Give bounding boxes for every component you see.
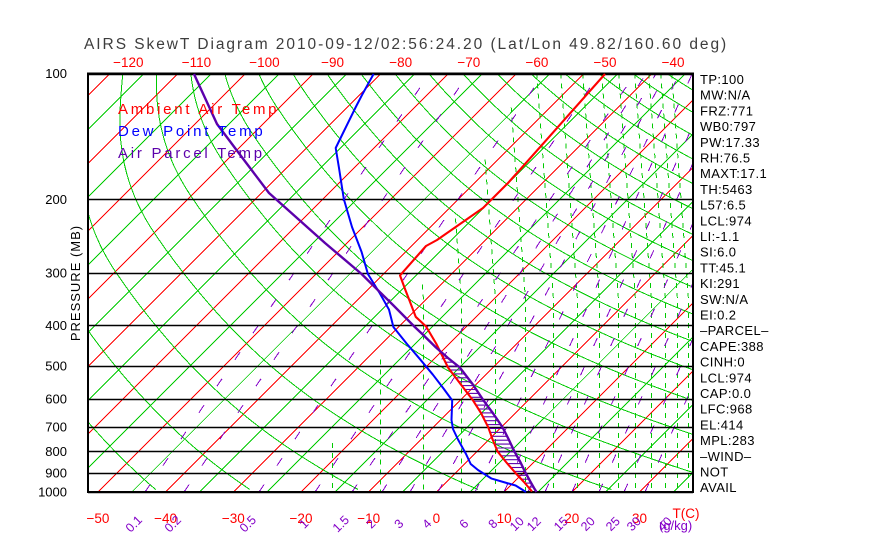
svg-text:0: 0 <box>433 511 441 526</box>
svg-text:LCL:974: LCL:974 <box>700 370 752 385</box>
svg-text:TP:100: TP:100 <box>700 72 744 87</box>
svg-text:300: 300 <box>45 266 67 281</box>
svg-text:30: 30 <box>632 511 647 526</box>
svg-text:800: 800 <box>45 444 67 459</box>
svg-text:CAP:0.0: CAP:0.0 <box>700 386 751 401</box>
svg-text:(g/kg): (g/kg) <box>659 518 692 533</box>
svg-text:100: 100 <box>45 66 67 81</box>
svg-text:−10: −10 <box>357 511 380 526</box>
svg-text:−50: −50 <box>86 511 109 526</box>
svg-text:−50: −50 <box>594 55 617 70</box>
svg-text:−20: −20 <box>290 511 313 526</box>
svg-text:10: 10 <box>497 511 512 526</box>
svg-text:CINH:0: CINH:0 <box>700 355 745 370</box>
svg-text:EL:414: EL:414 <box>700 417 744 432</box>
svg-text:AIRS SkewT Diagram 2010-09-12/: AIRS SkewT Diagram 2010-09-12/02:56:24.2… <box>84 36 728 53</box>
svg-text:KI:291: KI:291 <box>700 276 740 291</box>
svg-text:PRESSURE (MB): PRESSURE (MB) <box>68 225 83 341</box>
svg-text:Air Parcel Temp: Air Parcel Temp <box>118 145 265 162</box>
svg-text:1000: 1000 <box>38 485 67 500</box>
svg-text:−100: −100 <box>249 55 279 70</box>
svg-text:200: 200 <box>45 192 67 207</box>
svg-text:AVAIL: AVAIL <box>700 480 737 495</box>
svg-text:Ambient Air Temp: Ambient Air Temp <box>118 101 279 118</box>
svg-text:500: 500 <box>45 359 67 374</box>
svg-text:900: 900 <box>45 465 67 480</box>
svg-text:−40: −40 <box>154 511 177 526</box>
svg-text:CAPE:388: CAPE:388 <box>700 339 764 354</box>
svg-text:SI:6.0: SI:6.0 <box>700 245 736 260</box>
svg-text:LI:-1.1: LI:-1.1 <box>700 229 740 244</box>
svg-text:−110: −110 <box>182 55 211 70</box>
svg-text:600: 600 <box>45 392 67 407</box>
svg-text:–WIND–: –WIND– <box>700 449 752 464</box>
svg-text:−90: −90 <box>321 55 344 70</box>
svg-text:EI:0.2: EI:0.2 <box>700 308 736 323</box>
svg-text:20: 20 <box>564 511 579 526</box>
svg-text:Dew Point Temp: Dew Point Temp <box>118 123 265 140</box>
svg-text:RH:76.5: RH:76.5 <box>700 151 751 166</box>
svg-text:−80: −80 <box>389 55 412 70</box>
svg-text:MAXT:17.1: MAXT:17.1 <box>700 166 767 181</box>
svg-text:L57:6.5: L57:6.5 <box>700 198 746 213</box>
svg-text:–PARCEL–: –PARCEL– <box>700 323 769 338</box>
svg-text:700: 700 <box>45 420 67 435</box>
svg-text:TH:5463: TH:5463 <box>700 182 753 197</box>
svg-text:LFC:968: LFC:968 <box>700 402 753 417</box>
svg-text:WB0:797: WB0:797 <box>700 119 756 134</box>
svg-text:400: 400 <box>45 318 67 333</box>
svg-text:TT:45.1: TT:45.1 <box>700 260 746 275</box>
svg-text:−120: −120 <box>113 55 143 70</box>
svg-text:NOT: NOT <box>700 465 729 480</box>
svg-text:MW:N/A: MW:N/A <box>700 88 751 103</box>
svg-text:−70: −70 <box>457 55 480 70</box>
svg-text:SW:N/A: SW:N/A <box>700 292 748 307</box>
svg-text:MPL:283: MPL:283 <box>700 433 755 448</box>
svg-text:LCL:974: LCL:974 <box>700 213 752 228</box>
svg-text:−30: −30 <box>222 511 245 526</box>
svg-text:T(C): T(C) <box>673 506 700 521</box>
svg-text:FRZ:771: FRZ:771 <box>700 103 753 118</box>
svg-text:−40: −40 <box>662 55 685 70</box>
svg-text:PW:17.33: PW:17.33 <box>700 135 760 150</box>
svg-text:−60: −60 <box>525 55 548 70</box>
